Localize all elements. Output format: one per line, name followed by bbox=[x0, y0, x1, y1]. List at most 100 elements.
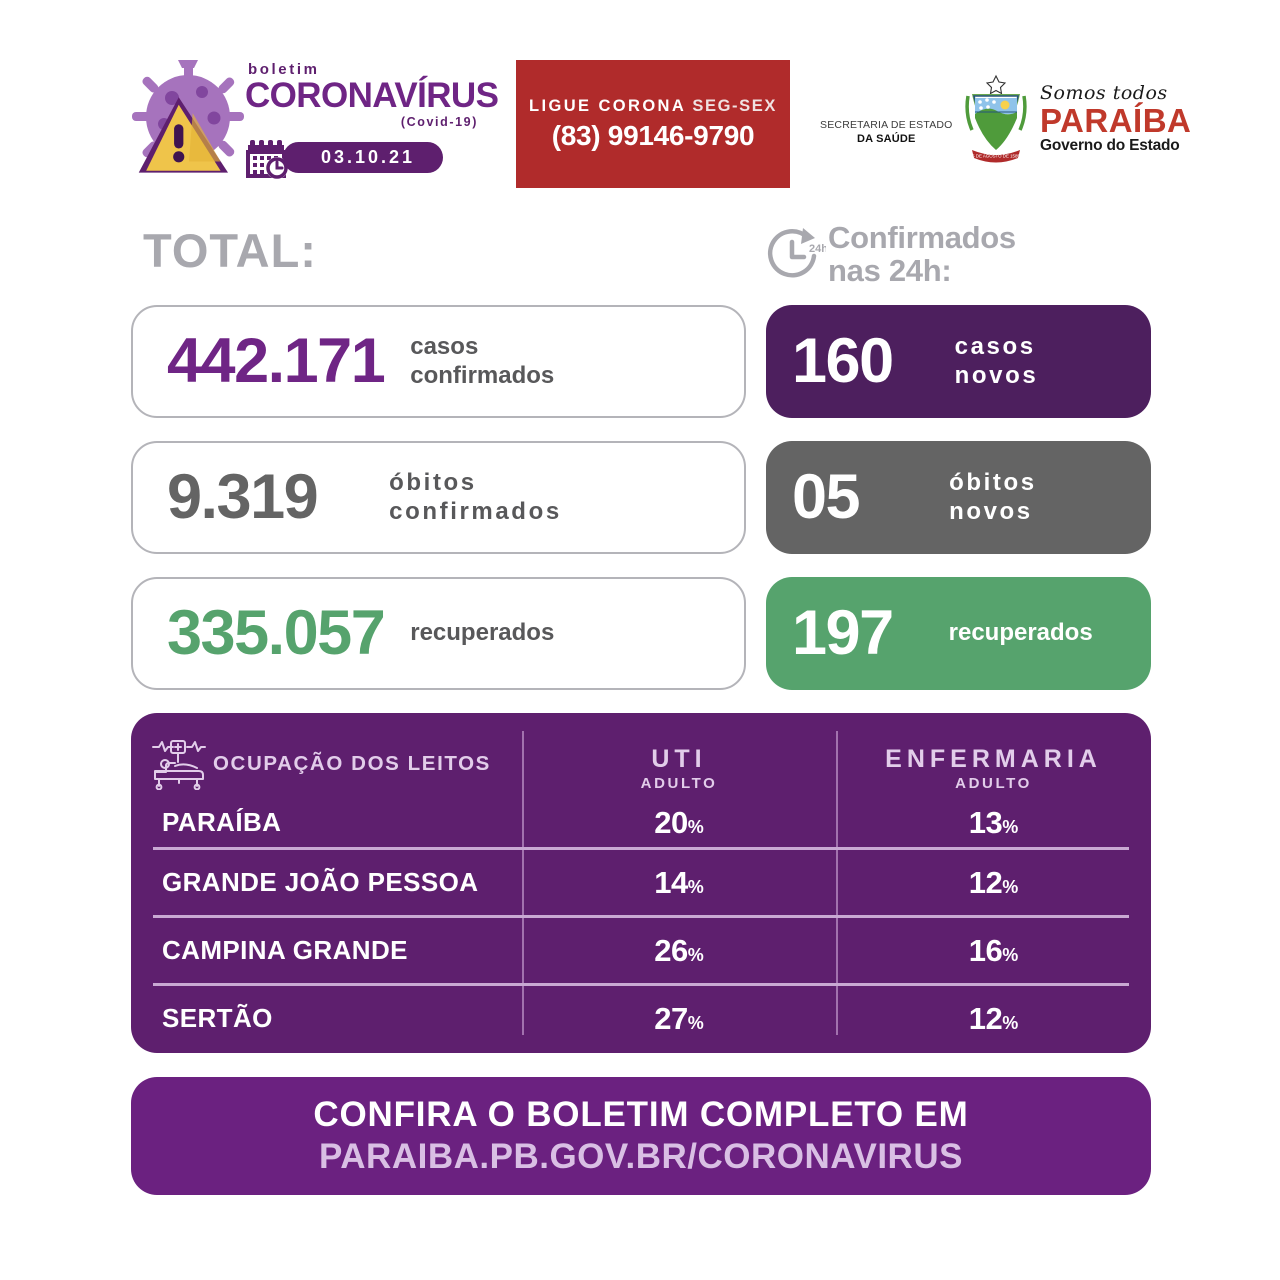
new-cases-label-line2: novos bbox=[954, 361, 1039, 389]
bed-occupancy-title: OCUPAÇÃO DOS LEITOS bbox=[213, 752, 491, 775]
new-cases-value: 160 bbox=[792, 326, 894, 396]
coronavirus-warning-icon bbox=[126, 56, 254, 186]
new-cases-card: 160 casos novos bbox=[766, 305, 1151, 418]
column-header-uti: UTI ADULTO bbox=[522, 745, 836, 793]
uti-cell: 26% bbox=[522, 933, 836, 969]
uti-value: 14 bbox=[654, 865, 688, 900]
total-cases-value: 442.171 bbox=[167, 326, 386, 396]
total-deaths-value: 9.319 bbox=[167, 462, 319, 532]
new-recovered-label: recuperados bbox=[948, 619, 1093, 647]
uti-cell: 27% bbox=[522, 1001, 836, 1037]
uti-cell: 20% bbox=[522, 805, 836, 841]
hotline-hours: SEG-SEX bbox=[692, 96, 777, 115]
total-cases-label: casos confirmados bbox=[384, 333, 554, 390]
table-separators bbox=[131, 713, 1151, 1053]
enfermaria-header-sub: ADULTO bbox=[955, 775, 1032, 792]
table-row: SERTÃO 27% 12% bbox=[131, 995, 1151, 1053]
enfermaria-cell: 16% bbox=[836, 933, 1151, 969]
uti-value: 26 bbox=[654, 933, 688, 968]
percent-symbol: % bbox=[687, 1013, 704, 1033]
last24h-title-text: Confirmados nas 24h: bbox=[828, 220, 1016, 288]
uti-value: 20 bbox=[654, 805, 688, 840]
new-deaths-card: 05 óbitos novos bbox=[766, 441, 1151, 554]
bed-occupancy-table: OCUPAÇÃO DOS LEITOS UTI ADULTO ENFERMARI… bbox=[131, 713, 1151, 1053]
paraiba-coat-of-arms-icon: 5 DE AGOSTO DE 1585 bbox=[960, 72, 1032, 168]
total-deaths-label: óbitos confirmados bbox=[317, 469, 562, 526]
gov-somos-todos: Somos todos bbox=[1040, 82, 1168, 105]
footer-banner[interactable]: CONFIRA O BOLETIM COMPLETO EM PARAIBA.PB… bbox=[131, 1077, 1151, 1195]
uti-value: 27 bbox=[654, 1001, 688, 1036]
percent-symbol: % bbox=[687, 877, 704, 897]
region-name: GRANDE JOÃO PESSOA bbox=[162, 867, 479, 897]
page-header: boletim CORONAVÍRUS (Covid-19) bbox=[0, 0, 1280, 210]
gov-paraiba: PARAÍBA bbox=[1040, 102, 1192, 140]
enfermaria-cell: 13% bbox=[836, 805, 1151, 841]
government-logo: 5 DE AGOSTO DE 1585 Somos todos PARAÍBA … bbox=[960, 72, 1191, 168]
percent-symbol: % bbox=[687, 945, 704, 965]
uti-header-main: UTI bbox=[651, 745, 707, 773]
hotline-prefix: LIGUE CORONA bbox=[529, 96, 687, 115]
new-deaths-label-line1: óbitos bbox=[949, 469, 1037, 497]
table-row: PARAÍBA 20% 13% bbox=[131, 799, 1151, 867]
date-pill: 03.10.21 bbox=[283, 141, 444, 173]
hospital-bed-monitor-icon bbox=[151, 738, 207, 791]
secretariat-line2: DA SAÚDE bbox=[856, 133, 916, 146]
percent-symbol: % bbox=[1002, 817, 1019, 837]
total-cases-label-line2: confirmados bbox=[410, 361, 555, 389]
row-divider-2 bbox=[153, 915, 1129, 918]
total-recovered-label: recuperados bbox=[410, 619, 555, 647]
bulletin-date: 03.10.21 bbox=[246, 134, 444, 180]
total-deaths-label-line1: óbitos bbox=[389, 469, 477, 497]
table-header-row: OCUPAÇÃO DOS LEITOS UTI ADULTO ENFERMARI… bbox=[131, 729, 1151, 847]
column-header-enfermaria: ENFERMARIA ADULTO bbox=[836, 745, 1151, 793]
brand-coronavirus-title: CORONAVÍRUS bbox=[245, 76, 499, 115]
footer-call-to-action: CONFIRA O BOLETIM COMPLETO EM bbox=[313, 1094, 969, 1134]
clock-24h-icon: 24h bbox=[764, 224, 828, 286]
percent-symbol: % bbox=[1002, 877, 1019, 897]
table-row: CAMPINA GRANDE 26% 16% bbox=[131, 927, 1151, 995]
total-deaths-label-line2: confirmados bbox=[389, 497, 562, 525]
footer-url: PARAIBA.PB.GOV.BR/CORONAVIRUS bbox=[319, 1137, 963, 1176]
secretariat-line1: SECRETARIA DE ESTADO bbox=[820, 119, 953, 131]
last24h-section-title: 24h Confirmados nas 24h: bbox=[764, 220, 1016, 288]
total-recovered-value: 335.057 bbox=[167, 598, 386, 668]
row-divider-1 bbox=[153, 847, 1129, 850]
enfermaria-value: 16 bbox=[968, 933, 1003, 968]
new-recovered-card: 197 recuperados bbox=[766, 577, 1151, 690]
percent-symbol: % bbox=[1002, 945, 1019, 965]
enfermaria-value: 13 bbox=[968, 805, 1003, 840]
brand-block: boletim CORONAVÍRUS (Covid-19) bbox=[245, 61, 499, 129]
region-name: SERTÃO bbox=[162, 1003, 273, 1033]
total-section-title: TOTAL: bbox=[143, 224, 317, 277]
hotline-box[interactable]: LIGUE CORONA SEG-SEX (83) 99146-9790 bbox=[516, 60, 790, 188]
last24h-title-line1: Confirmados bbox=[828, 220, 1016, 255]
table-row: GRANDE JOÃO PESSOA 14% 12% bbox=[131, 859, 1151, 927]
gov-governo-do-estado: Governo do Estado bbox=[1040, 137, 1180, 155]
enfermaria-value: 12 bbox=[968, 865, 1003, 900]
region-name: CAMPINA GRANDE bbox=[162, 935, 408, 965]
uti-header-sub: ADULTO bbox=[640, 775, 718, 792]
hotline-number: (83) 99146-9790 bbox=[551, 119, 755, 151]
percent-symbol: % bbox=[687, 817, 704, 837]
last24h-title-line2: nas 24h: bbox=[828, 252, 952, 288]
total-cases-label-line1: casos bbox=[410, 333, 479, 361]
region-name: PARAÍBA bbox=[162, 807, 282, 837]
enfermaria-cell: 12% bbox=[836, 1001, 1151, 1037]
health-secretariat-label: SECRETARIA DE ESTADO DA SAÚDE bbox=[820, 118, 953, 147]
row-divider-3 bbox=[153, 983, 1129, 986]
government-wordmark: Somos todos PARAÍBA Governo do Estado bbox=[1040, 84, 1191, 156]
brand-covid-subtitle: (Covid-19) bbox=[400, 114, 478, 129]
enfermaria-cell: 12% bbox=[836, 865, 1151, 901]
brand-boletim-label: boletim bbox=[248, 61, 320, 78]
hotline-caption: LIGUE CORONA SEG-SEX bbox=[529, 97, 777, 116]
new-deaths-label: óbitos novos bbox=[859, 469, 1037, 526]
new-cases-label-line1: casos bbox=[954, 333, 1036, 361]
new-deaths-value: 05 bbox=[792, 462, 861, 532]
total-cases-card: 442.171 casos confirmados bbox=[131, 305, 746, 418]
percent-symbol: % bbox=[1002, 1013, 1019, 1033]
enfermaria-value: 12 bbox=[968, 1001, 1003, 1036]
new-cases-label: casos novos bbox=[893, 333, 1039, 390]
svg-text:5 DE AGOSTO DE 1585: 5 DE AGOSTO DE 1585 bbox=[972, 154, 1020, 159]
svg-text:24h: 24h bbox=[809, 243, 826, 255]
column-divider-2 bbox=[836, 731, 838, 1035]
